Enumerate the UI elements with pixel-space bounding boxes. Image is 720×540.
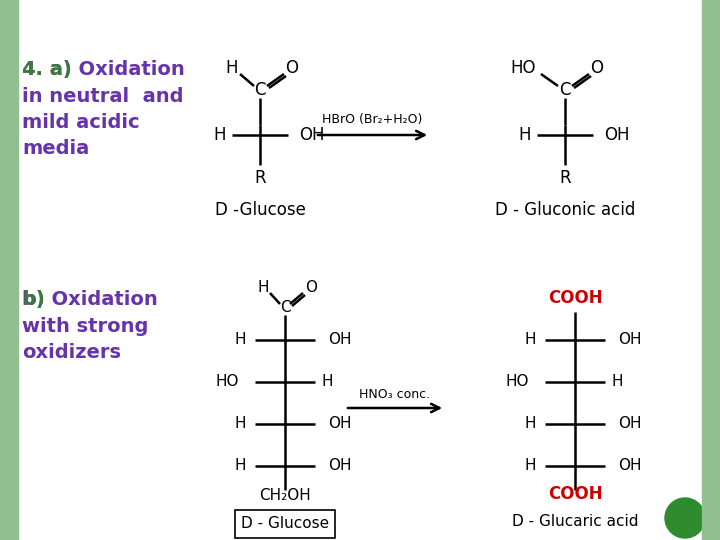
Text: R: R	[254, 169, 266, 187]
Text: H: H	[524, 416, 536, 431]
Text: H: H	[611, 375, 623, 389]
Text: H: H	[518, 126, 531, 144]
Text: b) Oxidation
with strong
oxidizers: b) Oxidation with strong oxidizers	[22, 290, 158, 362]
Text: OH: OH	[618, 416, 642, 431]
Text: HO: HO	[510, 59, 536, 77]
Text: HO: HO	[505, 375, 528, 389]
Text: 22: 22	[674, 510, 696, 525]
Text: OH: OH	[328, 416, 352, 431]
Text: OH: OH	[328, 333, 352, 348]
Text: H: H	[234, 416, 246, 431]
Text: H: H	[321, 375, 333, 389]
Text: C: C	[279, 300, 290, 315]
Text: R: R	[559, 169, 571, 187]
Text: H: H	[226, 59, 238, 77]
Bar	[702, 0, 720, 540]
Bar	[0, 0, 18, 540]
Circle shape	[665, 498, 705, 538]
Text: D - Gluconic acid: D - Gluconic acid	[495, 201, 635, 219]
Text: H: H	[524, 333, 536, 348]
Text: CH₂OH: CH₂OH	[259, 489, 311, 503]
Text: O: O	[305, 280, 317, 295]
Text: OH: OH	[618, 333, 642, 348]
Text: HO: HO	[215, 375, 239, 389]
Text: C: C	[559, 81, 571, 99]
Text: COOH: COOH	[548, 289, 603, 307]
Text: 4. a): 4. a)	[22, 60, 72, 79]
Text: b): b)	[22, 290, 45, 309]
Text: 4. a) Oxidation
in neutral  and
mild acidic
media: 4. a) Oxidation in neutral and mild acid…	[22, 60, 185, 159]
Text: HBrO (Br₂+H₂O): HBrO (Br₂+H₂O)	[322, 112, 422, 125]
Text: O: O	[590, 59, 603, 77]
Text: O: O	[286, 59, 299, 77]
Text: C: C	[254, 81, 266, 99]
Text: D -Glucose: D -Glucose	[215, 201, 305, 219]
Text: D - Glucose: D - Glucose	[241, 516, 329, 531]
Text: OH: OH	[618, 458, 642, 474]
Text: H: H	[234, 333, 246, 348]
Text: OH: OH	[300, 126, 325, 144]
Text: OH: OH	[328, 458, 352, 474]
Text: HNO₃ conc.: HNO₃ conc.	[359, 388, 431, 401]
Text: H: H	[214, 126, 226, 144]
Text: H: H	[257, 280, 269, 295]
Text: OH: OH	[604, 126, 630, 144]
Text: H: H	[234, 458, 246, 474]
Text: COOH: COOH	[548, 485, 603, 503]
Text: D - Glucaric acid: D - Glucaric acid	[512, 514, 638, 529]
Text: H: H	[524, 458, 536, 474]
